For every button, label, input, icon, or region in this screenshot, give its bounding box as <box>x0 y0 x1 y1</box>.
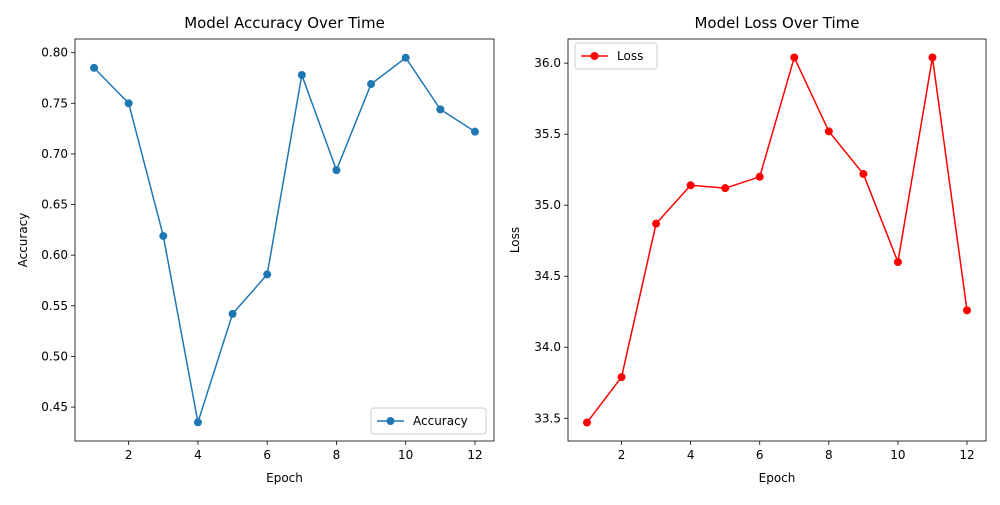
data-point <box>652 219 661 228</box>
chart-title: Model Loss Over Time <box>694 14 859 32</box>
x-tick-label: 4 <box>687 448 695 462</box>
y-tick-label: 0.70 <box>41 147 68 161</box>
data-point <box>297 70 306 79</box>
data-point <box>963 306 971 315</box>
data-point <box>617 373 626 382</box>
x-axis-label: Epoch <box>759 471 796 485</box>
y-tick-label: 0.60 <box>41 248 68 262</box>
data-point <box>790 53 799 62</box>
data-point <box>928 53 937 62</box>
series-line-accuracy <box>93 56 476 423</box>
y-tick-label: 36.0 <box>534 56 561 70</box>
y-tick-label: 35.5 <box>534 127 561 141</box>
y-tick-label: 0.55 <box>41 299 68 313</box>
data-point <box>755 172 764 181</box>
y-tick-label: 0.65 <box>41 198 68 212</box>
data-point <box>893 258 902 267</box>
chart-panel-1: Model Accuracy Over Time 2 4 6 8 10 12 0.45 0.50… <box>16 14 495 485</box>
y-axis-label: Accuracy <box>16 213 30 268</box>
data-point <box>686 181 695 190</box>
series-line-loss <box>586 55 968 423</box>
axes-frame <box>567 38 987 442</box>
y-tick-label: 0.75 <box>41 96 68 110</box>
y-tick-label: 0.80 <box>41 46 68 60</box>
chart-panel-2: Model Loss Over Time 2 4 6 8 10 12 33.5 34.0 34.5… <box>508 14 987 485</box>
x-tick-label: 8 <box>333 448 341 462</box>
x-tick-label: 8 <box>825 448 833 462</box>
data-point <box>90 63 99 72</box>
y-tick-label: 0.45 <box>41 400 68 414</box>
x-tick-label: 6 <box>756 448 764 462</box>
data-point <box>859 169 868 178</box>
data-point <box>193 418 202 427</box>
data-point <box>401 53 410 62</box>
data-point <box>470 127 479 136</box>
data-point <box>159 231 168 240</box>
x-tick-label: 4 <box>194 448 202 462</box>
axes-frame <box>74 38 495 442</box>
legend-label: Loss <box>617 49 643 63</box>
data-point <box>124 99 133 108</box>
x-tick-label: 2 <box>618 448 626 462</box>
legend: Accuracy <box>370 407 487 435</box>
chart-title: Model Accuracy Over Time <box>184 14 385 32</box>
y-tick-label: 35.0 <box>534 198 561 212</box>
data-point <box>721 184 730 193</box>
x-tick-label: 12 <box>467 448 482 462</box>
data-point <box>367 80 376 89</box>
data-point <box>263 270 272 279</box>
y-tick-label: 33.5 <box>534 411 561 425</box>
data-point <box>228 309 237 318</box>
x-tick-label: 2 <box>125 448 133 462</box>
x-tick-label: 10 <box>398 448 413 462</box>
legend: Loss <box>574 42 658 70</box>
legend-marker <box>386 417 395 425</box>
legend-box <box>370 407 487 435</box>
y-tick-label: 34.0 <box>534 340 561 354</box>
y-axis-label: Loss <box>508 227 522 253</box>
legend-label: Accuracy <box>413 414 468 428</box>
y-tick-label: 0.50 <box>41 349 68 363</box>
x-tick-label: 12 <box>959 448 974 462</box>
data-point <box>332 166 341 175</box>
x-tick-label: 10 <box>890 448 905 462</box>
x-axis-label: Epoch <box>266 471 303 485</box>
y-tick-label: 34.5 <box>534 269 561 283</box>
x-tick-label: 6 <box>263 448 271 462</box>
data-point <box>824 127 833 136</box>
legend-box <box>574 42 658 70</box>
data-point <box>436 105 445 114</box>
data-point <box>583 418 591 427</box>
legend-marker <box>590 52 599 60</box>
